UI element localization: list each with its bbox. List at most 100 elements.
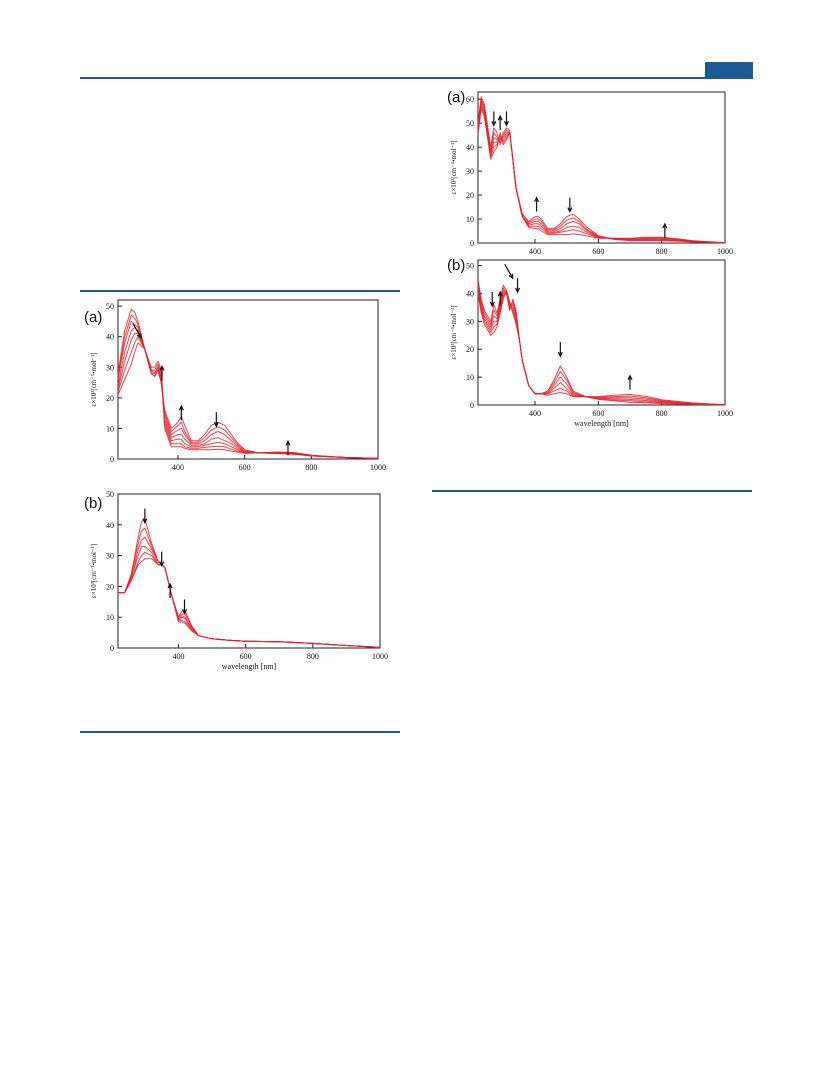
arrow-head-icon [567,207,573,214]
x-tick-label: 800 [307,652,319,661]
y-tick-label: 20 [466,191,474,200]
arrow-head-icon [557,351,563,358]
arrow-head-icon [497,290,503,297]
spectrum-series-line [117,336,379,459]
panel-label: (a) [447,89,466,106]
y-tick-label: 30 [466,317,474,326]
panel-label: (a) [84,309,103,326]
x-tick-label: 800 [305,463,317,472]
spectrum-series-line [118,536,381,648]
y-tick-label: 20 [106,394,114,403]
x-tick-label: 400 [529,409,541,418]
plot-frame [117,299,379,460]
y-tick-label: 10 [106,613,114,622]
spectrum-series-line [477,98,726,244]
y-tick-label: 0 [110,644,114,653]
x-tick-label: 400 [529,247,541,256]
y-tick-label: 10 [466,215,474,224]
y-axis-label: ε×10³[cm⁻¹•mol⁻¹] [90,352,98,406]
spectrum-series-line [117,314,379,459]
arrow-head-icon [627,374,633,381]
y-tick-label: 50 [106,302,114,311]
spectrum-series-line [477,101,726,244]
arrow-head-icon [508,273,514,280]
y-tick-label: 30 [466,167,474,176]
x-tick-label: 1000 [370,463,386,472]
arrow-head-icon [159,561,165,568]
arrow-head-icon [534,196,540,202]
y-tick-label: 30 [106,363,114,372]
y-tick-label: 50 [106,490,114,499]
plot-frame [117,493,381,649]
arrow-head-icon [167,582,173,589]
y-tick-label: 10 [466,373,474,382]
x-tick-label: 600 [592,409,604,418]
y-tick-label: 10 [106,424,114,433]
y-tick-label: 30 [106,552,114,561]
arrow-head-icon [213,421,219,428]
x-tick-label: 400 [172,652,184,661]
spectrum-series-line [477,290,726,406]
x-tick-label: 600 [592,247,604,256]
header-page-tab [705,62,753,77]
figure-top-rule-left [80,290,400,292]
arrow-head-icon [491,121,497,127]
x-tick-label: 800 [656,409,668,418]
x-axis-label: wavelength [nm] [222,662,277,671]
x-tick-label: 400 [172,463,184,472]
spectrum-series-line [117,308,379,459]
spectrum-series-line [477,285,726,406]
arrow-head-icon [489,301,495,308]
y-tick-label: 60 [466,95,474,104]
arrow-down-icon [504,263,514,279]
y-tick-label: 0 [470,239,474,248]
arrow-head-icon [136,333,142,339]
figure-bottom-rule-left [80,731,400,733]
spectrum-series-line [118,552,381,648]
y-tick-label: 20 [466,345,474,354]
spectrum-series-line [117,342,379,459]
y-axis-label: ε×10³[cm⁻¹•mol⁻¹] [90,544,98,598]
arrow-head-icon [285,439,291,446]
x-axis-label: wavelength [nm] [574,419,629,428]
spectrum-series-line [477,108,726,244]
header-rule-right [395,77,753,79]
y-axis-label: ε×10³[cm⁻¹•mol⁻¹] [450,305,458,359]
x-tick-label: 600 [239,463,251,472]
x-tick-label: 1000 [372,652,388,661]
header-rule-left [80,77,395,79]
spectrum-series-line [118,518,381,648]
plot-frame [477,259,726,406]
arrow-head-icon [662,222,668,229]
spectrum-series-line [118,558,381,648]
arrow-down-icon [132,323,142,338]
panel-label: (b) [84,495,103,512]
spectrum-series-line [477,287,726,406]
arrow-head-icon [159,365,165,371]
plot-frame [477,91,726,244]
spectrum-series-line [118,545,381,648]
spectrum-series-line [477,282,726,406]
y-tick-label: 40 [106,521,114,530]
spectrum-series-line [117,320,379,459]
arrow-head-icon [504,121,509,127]
spectrum-series-line [477,105,726,244]
arrow-head-icon [497,114,503,121]
spectrum-series-line [117,327,379,459]
arrow-head-icon [182,609,188,615]
x-tick-label: 600 [240,652,252,661]
y-tick-label: 40 [466,143,474,152]
y-tick-label: 40 [106,333,114,342]
arrow-head-icon [142,518,148,524]
spectrum-series-line [477,290,726,406]
y-tick-label: 40 [466,289,474,298]
spectrum-series-line [477,279,726,406]
spectrum-series-line [118,527,381,648]
panel-label: (b) [447,257,466,274]
spectrum-series-line [117,333,379,459]
y-tick-label: 50 [466,262,474,271]
